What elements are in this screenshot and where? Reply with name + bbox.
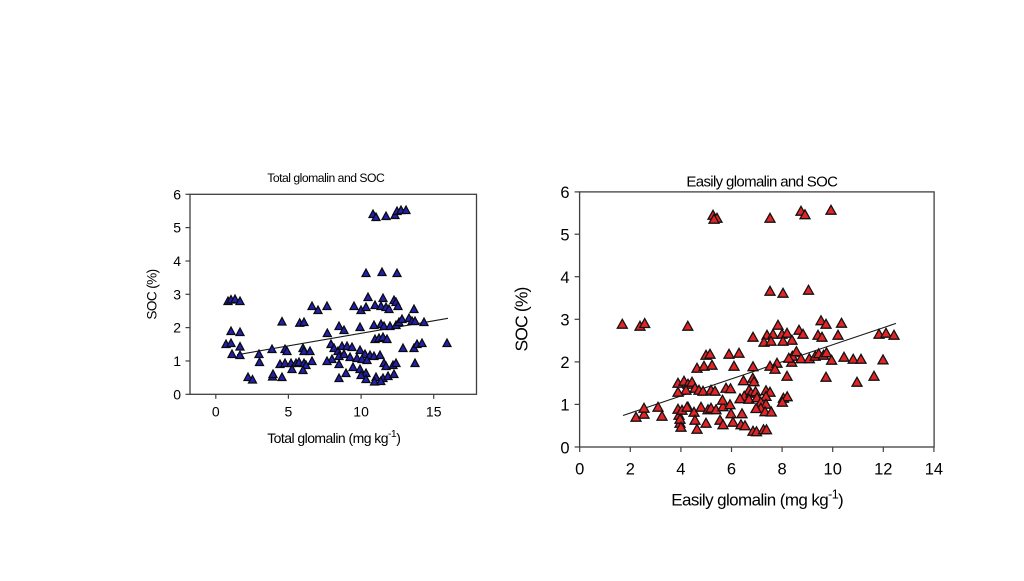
- svg-text:2: 2: [173, 320, 181, 336]
- svg-text:15: 15: [426, 403, 442, 419]
- svg-text:0: 0: [560, 439, 569, 457]
- svg-text:12: 12: [874, 461, 892, 479]
- svg-text:5: 5: [560, 227, 569, 245]
- svg-text:Easily glomalin and SOC: Easily glomalin and SOC: [686, 173, 838, 190]
- svg-text:5: 5: [285, 403, 293, 419]
- svg-text:2: 2: [626, 461, 635, 479]
- svg-text:Total glomalin and SOC: Total glomalin and SOC: [267, 171, 385, 185]
- svg-text:Total glomalin (mg kg-1): Total glomalin (mg kg-1): [267, 428, 400, 446]
- svg-text:SOC (%): SOC (%): [145, 269, 160, 319]
- svg-text:4: 4: [173, 253, 181, 269]
- svg-text:3: 3: [173, 286, 181, 302]
- svg-text:0: 0: [173, 386, 181, 402]
- svg-text:6: 6: [173, 186, 181, 202]
- svg-text:1: 1: [560, 397, 569, 415]
- svg-text:Easily glomalin (mg kg-1): Easily glomalin (mg kg-1): [671, 487, 843, 509]
- svg-text:4: 4: [676, 461, 685, 479]
- svg-text:8: 8: [778, 461, 787, 479]
- svg-text:0: 0: [212, 403, 220, 419]
- svg-text:4: 4: [560, 269, 569, 287]
- svg-text:3: 3: [560, 312, 569, 330]
- svg-text:10: 10: [824, 461, 842, 479]
- svg-text:1: 1: [173, 353, 181, 369]
- svg-text:6: 6: [727, 461, 736, 479]
- svg-text:10: 10: [353, 403, 369, 419]
- svg-text:0: 0: [575, 461, 584, 479]
- svg-text:SOC (%): SOC (%): [512, 287, 532, 351]
- svg-text:2: 2: [560, 354, 569, 372]
- svg-text:14: 14: [925, 461, 943, 479]
- svg-text:6: 6: [560, 184, 569, 202]
- svg-text:5: 5: [173, 220, 181, 236]
